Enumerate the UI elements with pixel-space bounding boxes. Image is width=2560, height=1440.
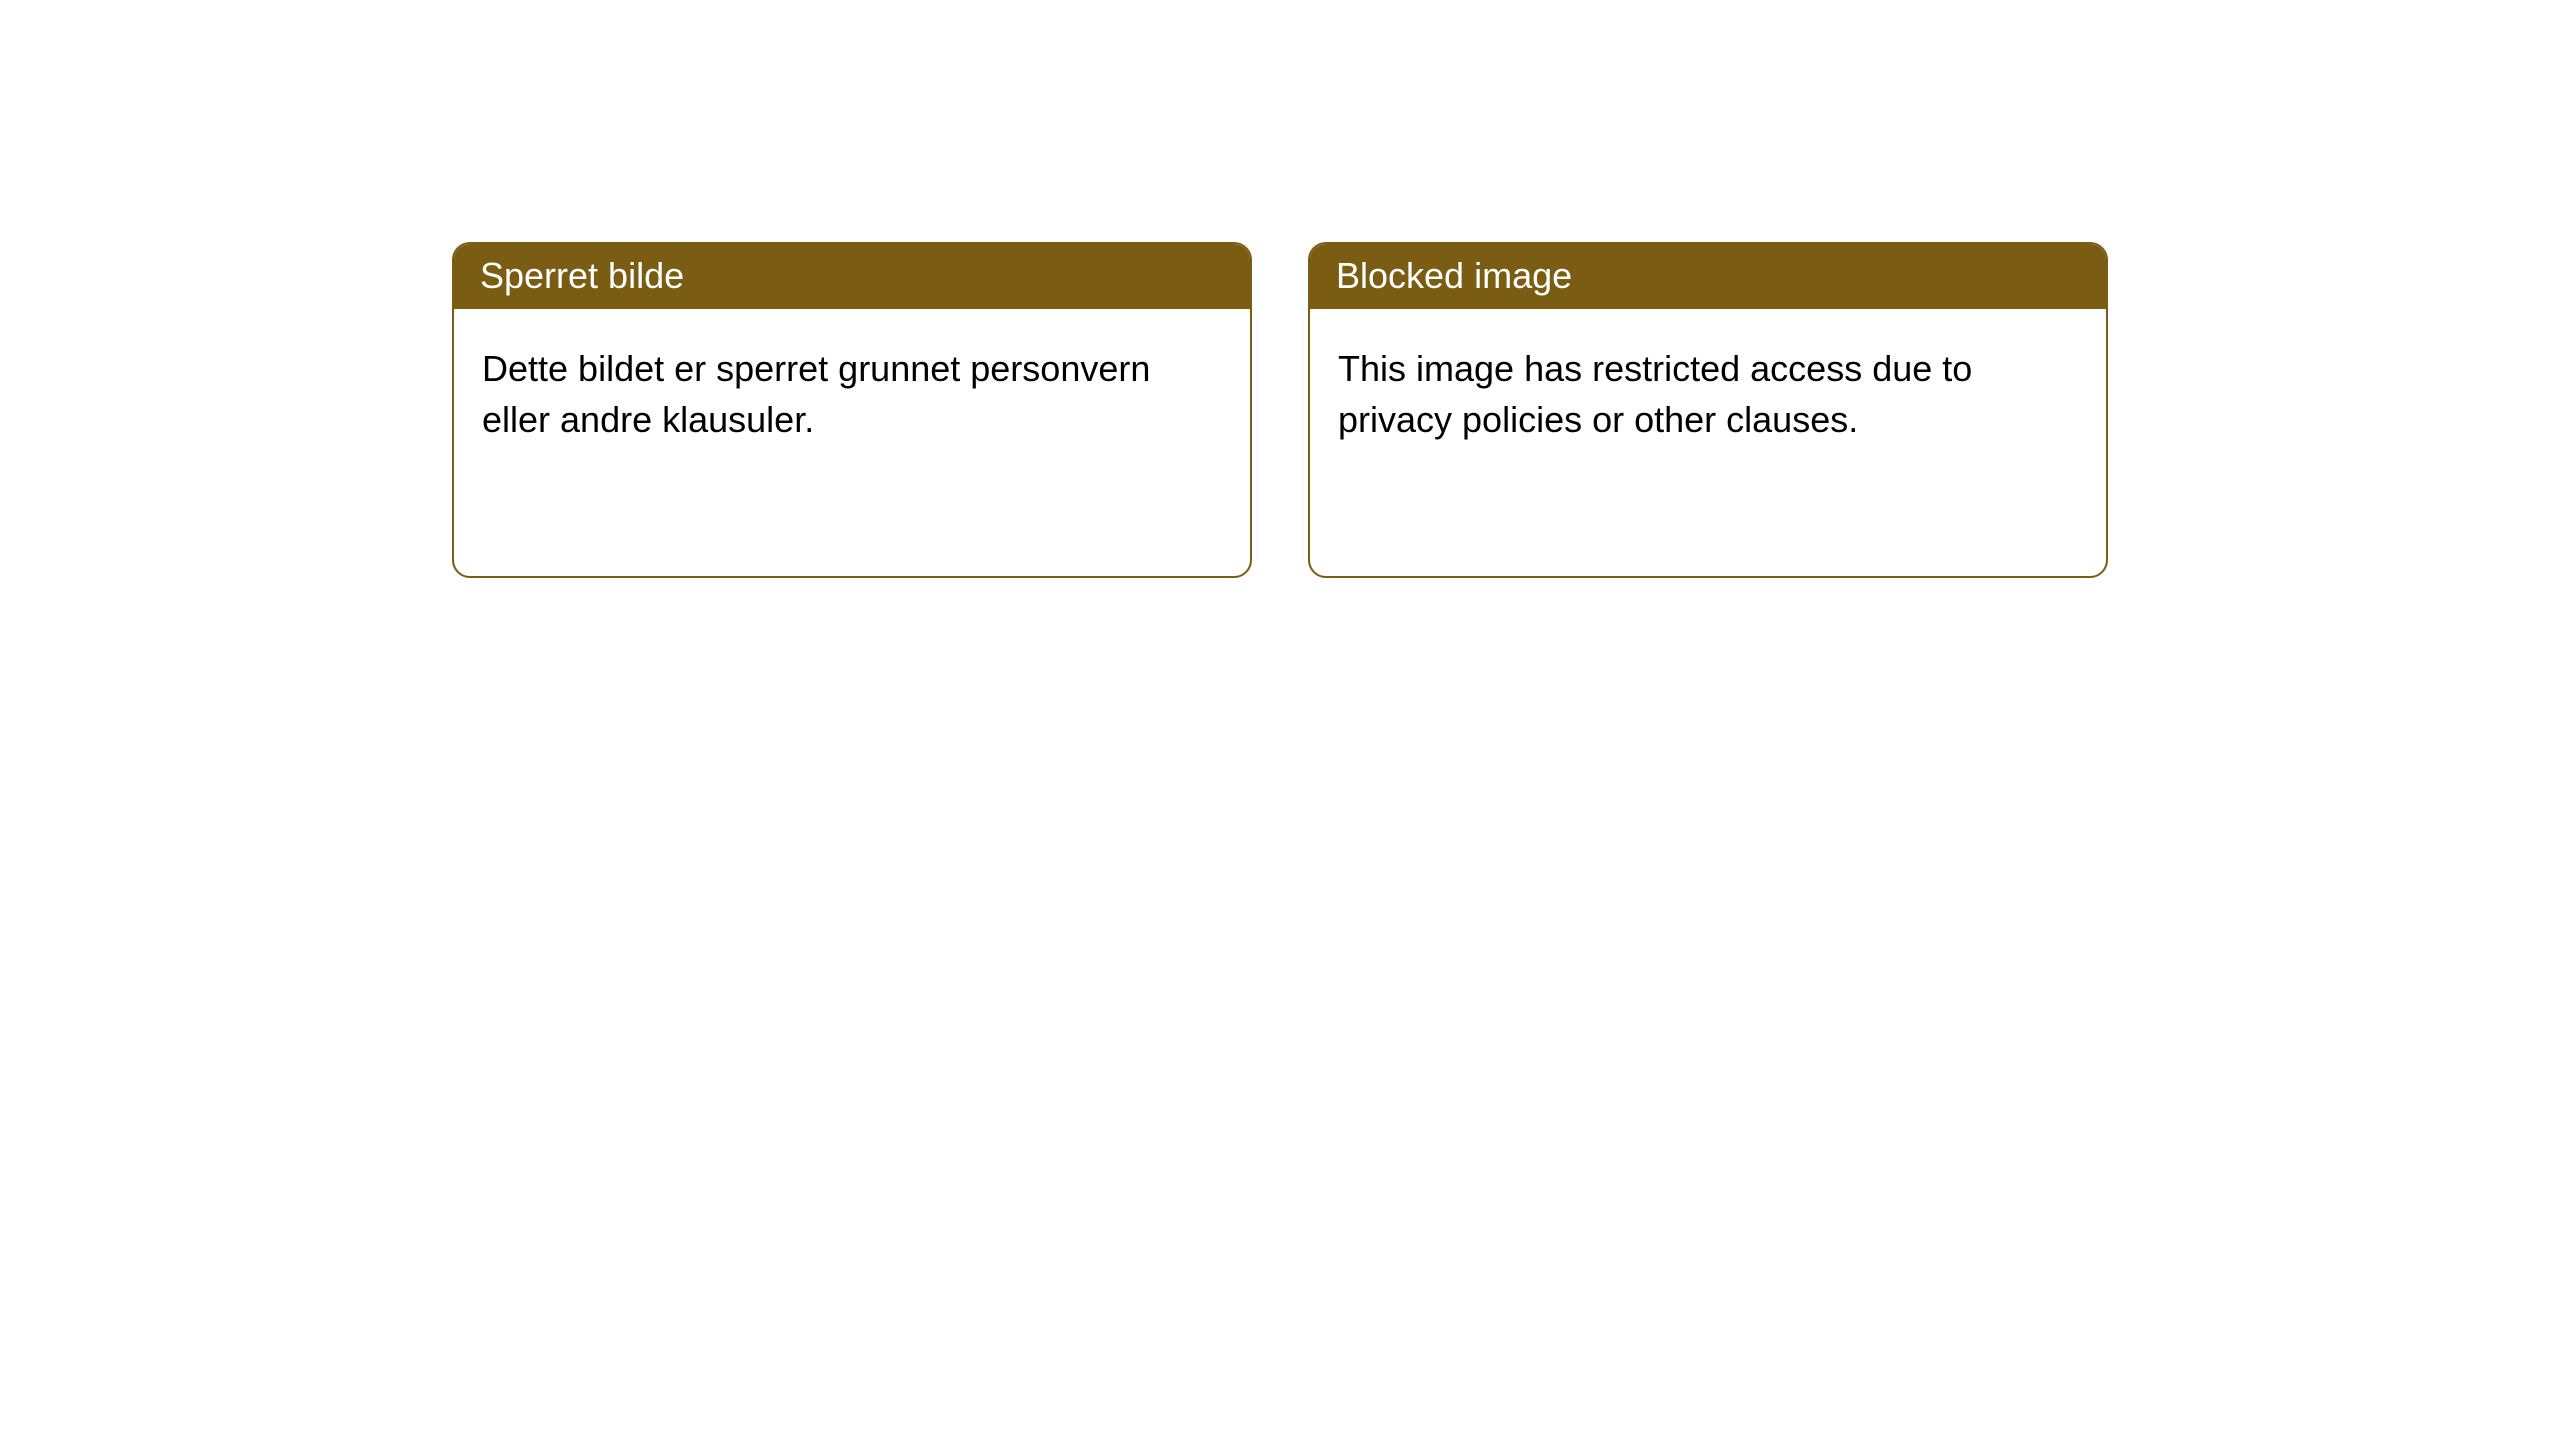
notice-card-english: Blocked image This image has restricted …: [1308, 242, 2108, 578]
notice-card-norwegian: Sperret bilde Dette bildet er sperret gr…: [452, 242, 1252, 578]
notice-title-english: Blocked image: [1310, 244, 2106, 309]
notice-body-english: This image has restricted access due to …: [1310, 309, 2106, 479]
notice-container: Sperret bilde Dette bildet er sperret gr…: [452, 242, 2108, 578]
notice-body-norwegian: Dette bildet er sperret grunnet personve…: [454, 309, 1250, 479]
notice-title-norwegian: Sperret bilde: [454, 244, 1250, 309]
